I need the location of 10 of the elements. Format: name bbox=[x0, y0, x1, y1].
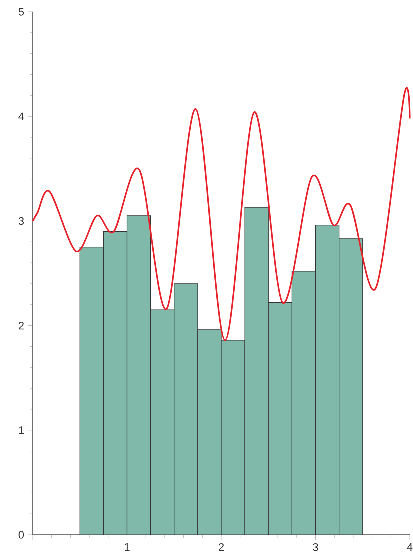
y-tick-label: 4 bbox=[18, 112, 24, 120]
x-tick-label: 4 bbox=[407, 544, 413, 552]
x-tick-label: 1 bbox=[125, 544, 130, 552]
x-tick-label: 3 bbox=[313, 544, 318, 552]
y-tick-label: 0 bbox=[18, 531, 24, 539]
y-tick-label: 1 bbox=[19, 426, 24, 434]
y-tick-label: 5 bbox=[18, 8, 24, 16]
x-tick-label: 2 bbox=[219, 544, 224, 552]
y-tick-label: 3 bbox=[18, 217, 24, 226]
y-tick-label: 2 bbox=[18, 322, 24, 330]
